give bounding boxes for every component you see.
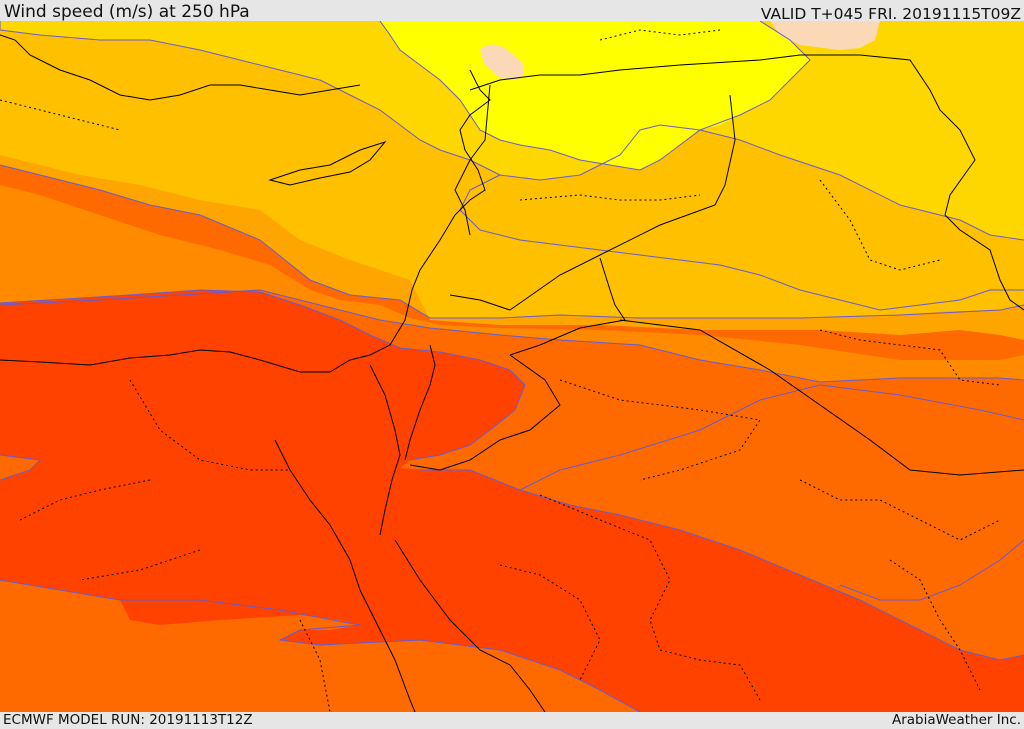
- wind-band-very-light-1: [480, 44, 524, 80]
- valid-time-label: VALID T+045 FRI. 20191115T09Z: [760, 5, 1021, 23]
- credit-label: ArabiaWeather Inc.: [891, 712, 1021, 728]
- wind-band-orange: [0, 185, 1024, 382]
- model-run-label: ECMWF MODEL RUN: 20191113T12Z: [3, 712, 253, 728]
- wind-band-orange-dark-south: [0, 580, 640, 712]
- wind-band-orange-dark-east: [520, 385, 1024, 600]
- map-title: Wind speed (m/s) at 250 hPa: [4, 2, 250, 22]
- wind-band-orange-light: [0, 155, 1024, 340]
- admin-boundaries: [0, 29, 1001, 712]
- coastlines: [0, 34, 1024, 712]
- wind-band-very-light-2: [770, 21, 880, 50]
- wind-speed-map: [0, 21, 1024, 712]
- wind-band-amber-east: [460, 125, 1024, 310]
